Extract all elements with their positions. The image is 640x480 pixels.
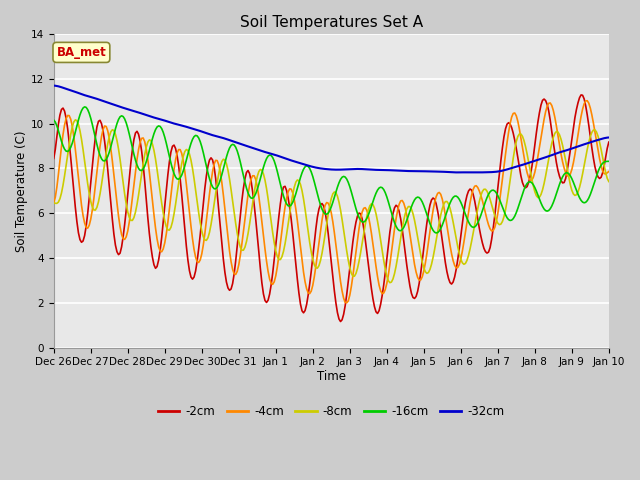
Text: BA_met: BA_met: [56, 46, 106, 59]
Title: Soil Temperatures Set A: Soil Temperatures Set A: [240, 15, 423, 30]
X-axis label: Time: Time: [317, 370, 346, 383]
Y-axis label: Soil Temperature (C): Soil Temperature (C): [15, 130, 28, 252]
Legend: -2cm, -4cm, -8cm, -16cm, -32cm: -2cm, -4cm, -8cm, -16cm, -32cm: [154, 401, 509, 423]
